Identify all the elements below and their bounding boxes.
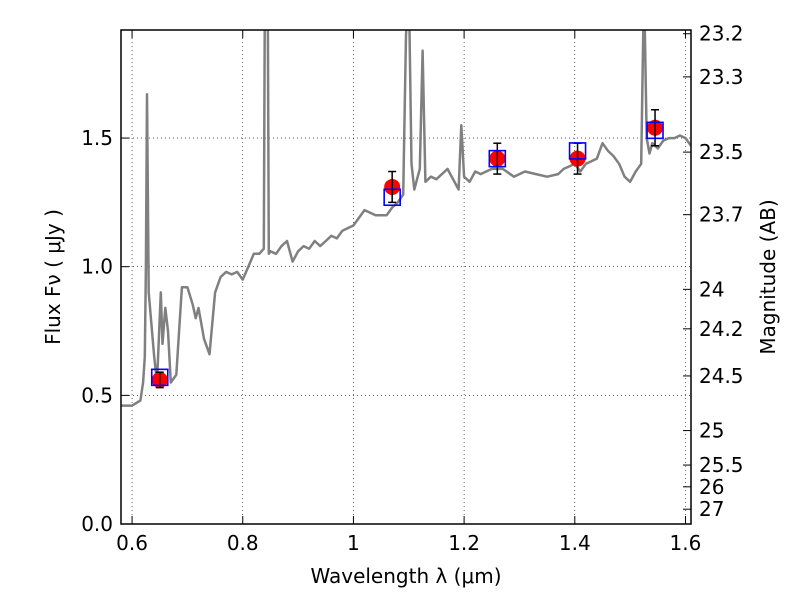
mag-tick-label: 23.5: [699, 140, 744, 164]
x-tick-label: 1.2: [448, 531, 480, 555]
x-tick-label: 0.6: [116, 531, 148, 555]
x-axis-label: Wavelength λ (μm): [310, 564, 501, 588]
model-point: [646, 121, 664, 140]
y2-axis-label: Magnitude (AB): [756, 199, 780, 354]
y-tick-label: 0.5: [81, 383, 113, 407]
spectrum-line: [121, 30, 691, 407]
plot-background: [121, 30, 691, 524]
x-tick-label: 0.8: [227, 531, 259, 555]
mag-tick-label: 23.7: [699, 203, 744, 227]
y-tick-label: 0.0: [81, 512, 113, 536]
mag-tick-label: 23.3: [699, 65, 744, 89]
y-axis-label: Flux Fν ( μJy ): [41, 209, 65, 345]
model-point: [383, 188, 401, 207]
x-tick-label: 1.4: [559, 531, 591, 555]
x-tick-label: 1.6: [670, 531, 702, 555]
mag-tick-label: 24.2: [699, 317, 744, 341]
x-tick-label: 1: [347, 531, 360, 555]
model-point: [568, 142, 587, 160]
model-point: [150, 368, 169, 387]
y-tick-label: 1.0: [81, 255, 113, 279]
y-tick-label: 1.5: [81, 126, 113, 150]
plot-area: [121, 30, 691, 407]
model-point: [488, 149, 507, 168]
mag-tick-label: 24.5: [699, 364, 744, 388]
axis-ticks: 0.6 0.8 1 1.2 1.4 1.6 0.0 0.5 1.0 1.5 23.2 23.3 23.5…: [81, 22, 743, 555]
mag-tick-label: 25: [699, 419, 724, 443]
mag-tick-label: 25.5: [699, 453, 744, 477]
mag-tick-label: 27: [699, 497, 724, 521]
mag-tick-label: 24: [699, 277, 724, 301]
mag-tick-label: 26: [699, 475, 724, 499]
plot-frame: [120, 29, 692, 525]
mag-tick-label: 23.2: [699, 22, 744, 46]
